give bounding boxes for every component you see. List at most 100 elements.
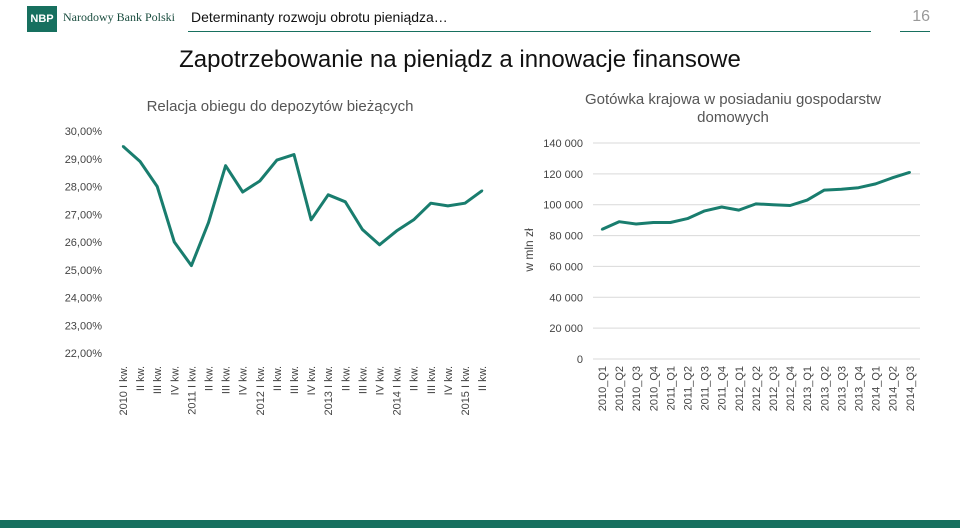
series-line bbox=[122, 145, 483, 268]
data-point bbox=[190, 264, 193, 267]
footer-bar bbox=[0, 520, 960, 528]
data-point bbox=[121, 145, 125, 148]
x-tick-label: III kw. bbox=[289, 366, 301, 394]
data-point bbox=[309, 218, 313, 221]
y-tick-label: 140 000 bbox=[543, 138, 583, 150]
x-tick-label: 2014_Q2 bbox=[888, 366, 900, 411]
x-tick-label: 2014_Q1 bbox=[871, 366, 883, 411]
bank-name: Narodowy Bank Polski bbox=[63, 10, 175, 24]
chart-cash-title-line-2: domowych bbox=[697, 109, 769, 126]
data-point bbox=[874, 182, 877, 186]
x-tick-label: III kw. bbox=[357, 366, 369, 394]
chart-cash-title-line-1: Gotówka krajowa w posiadaniu gospodarstw bbox=[585, 91, 881, 108]
x-tick-label: 2010 I kw. bbox=[118, 366, 130, 416]
y-tick-label: 28,00% bbox=[65, 182, 103, 194]
data-point bbox=[600, 228, 604, 231]
x-tick-label: IV kw. bbox=[169, 366, 181, 395]
header-divider bbox=[188, 31, 871, 32]
data-point bbox=[720, 205, 723, 209]
series-line bbox=[601, 170, 911, 231]
data-point bbox=[412, 218, 415, 221]
y-tick-label: 120 000 bbox=[543, 169, 583, 181]
x-tick-label: 2011_Q3 bbox=[700, 366, 712, 410]
data-point bbox=[173, 240, 176, 244]
y-tick-label: 40 000 bbox=[549, 292, 583, 304]
x-tick-label: II kw. bbox=[340, 366, 352, 391]
data-point bbox=[737, 208, 740, 212]
y-tick-label: 27,00% bbox=[65, 209, 103, 221]
chart-ratio: Relacja obiegu do depozytów bieżących 30… bbox=[65, 98, 489, 416]
x-tick-label: 2010_Q2 bbox=[614, 366, 626, 411]
data-point bbox=[258, 179, 261, 183]
y-tick-label: 24,00% bbox=[65, 293, 103, 305]
y-tick-label: 20 000 bbox=[549, 323, 583, 335]
data-point bbox=[891, 176, 894, 179]
x-tick-label: IV kw. bbox=[443, 366, 455, 395]
x-tick-label: II kw. bbox=[477, 366, 489, 391]
chart-cash: Gotówka krajowa w posiadaniu gospodarstw… bbox=[522, 91, 920, 411]
y-tick-label: 80 000 bbox=[549, 231, 583, 243]
x-tick-label: 2010_Q3 bbox=[631, 366, 643, 411]
chart-ratio-title: Relacja obiegu do depozytów bieżących bbox=[147, 98, 414, 115]
x-tick-label: IV kw. bbox=[375, 366, 387, 395]
data-point bbox=[840, 188, 843, 191]
header-title: Determinanty rozwoju obrotu pieniądza… bbox=[191, 9, 448, 25]
y-tick-label: 26,00% bbox=[65, 237, 103, 249]
data-point bbox=[395, 229, 398, 233]
data-point bbox=[754, 202, 758, 206]
data-point bbox=[275, 158, 279, 162]
x-tick-label: 2012_Q3 bbox=[768, 366, 780, 411]
data-point bbox=[635, 222, 638, 226]
x-tick-label: 2012 I kw. bbox=[255, 366, 267, 416]
y-tick-label: 25,00% bbox=[65, 265, 103, 277]
chart-ratio-series bbox=[121, 145, 484, 268]
x-tick-label: 2013_Q3 bbox=[836, 366, 848, 411]
x-tick-label: II kw. bbox=[204, 366, 216, 391]
data-point bbox=[771, 203, 775, 206]
data-point bbox=[429, 201, 432, 205]
data-point bbox=[823, 188, 826, 192]
y-tick-label: 22,00% bbox=[65, 348, 103, 360]
x-tick-label: 2010_Q1 bbox=[597, 366, 609, 411]
x-tick-label: III kw. bbox=[426, 366, 438, 394]
x-tick-label: 2011_Q4 bbox=[717, 366, 729, 410]
x-tick-label: 2015 I kw. bbox=[460, 366, 472, 416]
data-point bbox=[703, 209, 706, 213]
x-tick-label: 2012_Q1 bbox=[734, 366, 746, 411]
chart-cash-series bbox=[600, 170, 911, 231]
x-tick-label: 2012_Q2 bbox=[751, 366, 763, 411]
x-tick-label: 2013 I kw. bbox=[323, 366, 335, 416]
chart-cash-gridlines bbox=[593, 142, 920, 360]
x-tick-label: 2014_Q3 bbox=[905, 366, 917, 411]
data-point bbox=[344, 200, 347, 203]
x-tick-label: 2013_Q1 bbox=[802, 366, 814, 411]
data-point bbox=[788, 204, 792, 207]
data-point bbox=[686, 217, 689, 220]
data-point bbox=[207, 221, 210, 224]
data-point bbox=[652, 221, 655, 224]
x-tick-label: 2012_Q4 bbox=[785, 366, 797, 411]
data-point bbox=[241, 190, 244, 194]
data-point bbox=[806, 198, 809, 202]
nbp-logo: NBP bbox=[27, 6, 57, 32]
x-tick-label: II kw. bbox=[409, 366, 421, 391]
data-point bbox=[617, 220, 621, 223]
x-tick-label: 2010_Q4 bbox=[648, 366, 660, 411]
chart-ratio-x-axis: 2010 I kw. II kw. III kw. IV kw. 2011 I kw. I… bbox=[118, 366, 489, 416]
main-title: Zapotrzebowanie na pieniądz a innowacje … bbox=[179, 46, 741, 73]
logo-text: NBP bbox=[30, 13, 54, 25]
data-point bbox=[908, 171, 911, 174]
y-tick-label: 60 000 bbox=[549, 261, 583, 273]
x-tick-label: IV kw. bbox=[306, 366, 318, 395]
data-point bbox=[463, 201, 467, 205]
data-point bbox=[857, 186, 860, 189]
data-point bbox=[361, 228, 364, 231]
x-tick-label: III kw. bbox=[152, 366, 164, 394]
x-tick-label: 2011_Q2 bbox=[683, 366, 695, 410]
x-tick-label: III kw. bbox=[221, 366, 233, 394]
chart-cash-y-label: w mln zł bbox=[522, 228, 536, 273]
chart-ratio-y-axis: 30,00% 29,00% 28,00% 27,00% 26,00% 25,00% 24,0… bbox=[65, 126, 103, 360]
x-tick-label: 2013_Q2 bbox=[819, 366, 831, 411]
y-tick-label: 0 bbox=[577, 354, 583, 366]
